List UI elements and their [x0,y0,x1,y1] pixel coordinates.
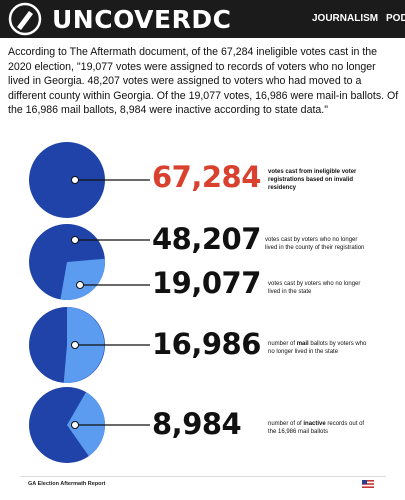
text: votes cast from ineligible voter registr… [268,169,357,191]
nav-link[interactable]: JOURNALISM [312,13,379,24]
text: votes cast by voters who no longer lived… [268,281,361,295]
text: number of of [268,421,304,427]
divider [20,476,386,477]
nav-link[interactable]: PODC [386,13,405,24]
stat-number: 16,986 [152,327,261,361]
stat-text: number of mail ballots by voters who no … [268,340,373,356]
flag-icon [362,480,374,488]
text: records out of the 16,986 mail ballots [268,421,365,435]
stat-number: 67,284 [152,160,261,194]
text: inactive [303,421,326,427]
infographic [29,142,150,463]
stat-text: votes cast by voters who no longer lived… [268,280,373,296]
stat-number: 48,207 [152,222,261,256]
stat-text: votes cast by voters who no longer lived… [265,236,370,252]
stat-number: 19,077 [152,266,261,300]
stat-number: 8,984 [152,407,242,441]
logo[interactable]: UNCOVERDC [52,5,232,34]
footer: GA Election Aftermath Report [28,481,106,487]
stat-text: votes cast from ineligible voter registr… [268,168,373,192]
header-bar [0,0,405,38]
stat-text: number of of inactive records out of the… [268,420,373,436]
text: mail [296,341,309,347]
text: votes cast by voters who no longer lived… [265,237,365,251]
logo-icon [8,2,42,36]
text: number of [268,341,297,347]
text: ballots by voters who no longer lived in… [268,341,367,355]
paragraph: According to The Aftermath document, of … [8,46,399,117]
